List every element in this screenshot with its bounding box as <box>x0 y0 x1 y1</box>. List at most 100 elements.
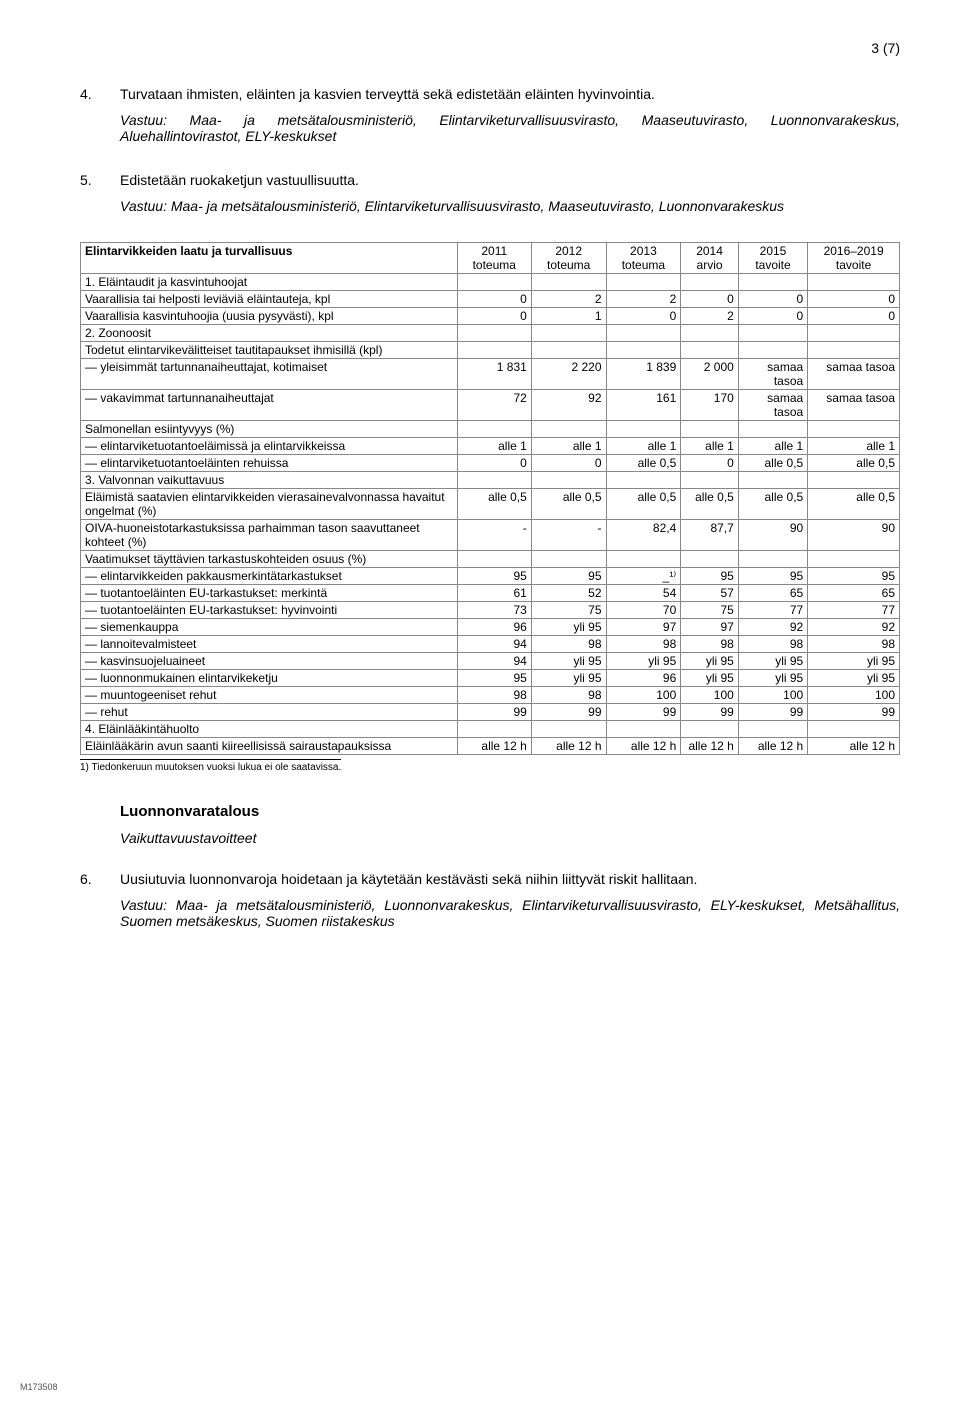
cell <box>457 721 531 738</box>
cell <box>606 325 681 342</box>
row-label: — muuntogeeniset rehut <box>81 687 458 704</box>
cell <box>808 274 900 291</box>
row-label: Vaarallisia kasvintuhoojia (uusia pysyvä… <box>81 308 458 325</box>
item-4-vastuu: Vastuu: Maa- ja metsätalousministeriö, E… <box>120 112 900 144</box>
cell: yli 95 <box>738 670 807 687</box>
cell: 77 <box>808 602 900 619</box>
cell: 100 <box>738 687 807 704</box>
cell <box>738 472 807 489</box>
cell: 98 <box>457 687 531 704</box>
cell: - <box>457 520 531 551</box>
cell: alle 12 h <box>808 738 900 755</box>
item-5-number: 5. <box>80 172 120 224</box>
cell: 0 <box>681 455 739 472</box>
cell: 65 <box>738 585 807 602</box>
cell: 98 <box>531 636 606 653</box>
row-label: 4. Eläinlääkintähuolto <box>81 721 458 738</box>
cell <box>606 342 681 359</box>
row-label: Vaarallisia tai helposti leviäviä eläint… <box>81 291 458 308</box>
cell: 0 <box>457 455 531 472</box>
cell: alle 0,5 <box>531 489 606 520</box>
col-2011: 2011 toteuma <box>457 243 531 274</box>
row-label: 2. Zoonoosit <box>81 325 458 342</box>
row-label: Eläinlääkärin avun saanti kiireellisissä… <box>81 738 458 755</box>
cell: 61 <box>457 585 531 602</box>
item-5: 5. Edistetään ruokaketjun vastuullisuutt… <box>80 172 900 224</box>
cell: 65 <box>808 585 900 602</box>
cell <box>457 325 531 342</box>
table-row: — elintarviketuotantoeläimissä ja elinta… <box>81 438 900 455</box>
table-row: — lannoitevalmisteet949898989898 <box>81 636 900 653</box>
cell: 1 831 <box>457 359 531 390</box>
row-label: — siemenkauppa <box>81 619 458 636</box>
cell <box>606 274 681 291</box>
cell: 100 <box>606 687 681 704</box>
cell <box>531 472 606 489</box>
cell: alle 0,5 <box>606 455 681 472</box>
cell: 97 <box>606 619 681 636</box>
table-row: — kasvinsuojeluaineet94yli 95yli 95yli 9… <box>81 653 900 670</box>
table-row: — luonnonmukainen elintarvikeketju95yli … <box>81 670 900 687</box>
row-label: — lannoitevalmisteet <box>81 636 458 653</box>
cell: 90 <box>808 520 900 551</box>
item-4-text: Turvataan ihmisten, eläinten ja kasvien … <box>120 86 655 102</box>
cell: samaa tasoa <box>738 359 807 390</box>
cell: alle 12 h <box>738 738 807 755</box>
table-row: — elintarviketuotantoeläinten rehuissa00… <box>81 455 900 472</box>
table-row: 2. Zoonoosit <box>81 325 900 342</box>
cell: 2 000 <box>681 359 739 390</box>
cell: 0 <box>457 308 531 325</box>
vastuu-body: Maa- ja metsätalousministeriö, Elintarvi… <box>171 198 784 214</box>
cell: 0 <box>681 291 739 308</box>
row-label: — elintarviketuotantoeläinten rehuissa <box>81 455 458 472</box>
cell: 72 <box>457 390 531 421</box>
row-label: — elintarviketuotantoeläimissä ja elinta… <box>81 438 458 455</box>
table-row: — muuntogeeniset rehut9898100100100100 <box>81 687 900 704</box>
row-label: — tuotantoeläinten EU-tarkastukset: merk… <box>81 585 458 602</box>
cell: 0 <box>457 291 531 308</box>
cell: samaa tasoa <box>808 359 900 390</box>
cell: 96 <box>457 619 531 636</box>
cell: 0 <box>606 308 681 325</box>
cell: yli 95 <box>531 653 606 670</box>
cell: 161 <box>606 390 681 421</box>
cell: yli 95 <box>531 619 606 636</box>
cell: alle 0,5 <box>457 489 531 520</box>
cell <box>738 342 807 359</box>
cell: alle 1 <box>531 438 606 455</box>
cell <box>531 721 606 738</box>
table-row: — elintarvikkeiden pakkausmerkintätarkas… <box>81 568 900 585</box>
cell: alle 0,5 <box>606 489 681 520</box>
cell <box>808 551 900 568</box>
cell: 95 <box>738 568 807 585</box>
cell: 98 <box>606 636 681 653</box>
item-5-text: Edistetään ruokaketjun vastuullisuutta. <box>120 172 359 188</box>
cell: alle 12 h <box>606 738 681 755</box>
cell: 75 <box>681 602 739 619</box>
cell: 90 <box>738 520 807 551</box>
cell: 82,4 <box>606 520 681 551</box>
row-label: OIVA-huoneistotarkastuksissa parhaimman … <box>81 520 458 551</box>
vastuu-body: Maa- ja metsätalousministeriö, Elintarvi… <box>120 112 900 144</box>
cell <box>457 551 531 568</box>
cell: 99 <box>606 704 681 721</box>
vastuu-body: Maa- ja metsätalousministeriö, Luonnonva… <box>120 897 900 929</box>
row-label: — rehut <box>81 704 458 721</box>
cell: 98 <box>681 636 739 653</box>
cell <box>606 721 681 738</box>
table-row: — tuotantoeläinten EU-tarkastukset: hyvi… <box>81 602 900 619</box>
cell <box>531 274 606 291</box>
table-row: — tuotantoeläinten EU-tarkastukset: merk… <box>81 585 900 602</box>
table-row: Vaarallisia tai helposti leviäviä eläint… <box>81 291 900 308</box>
cell: alle 0,5 <box>808 489 900 520</box>
cell: 73 <box>457 602 531 619</box>
cell: samaa tasoa <box>738 390 807 421</box>
table-row: Todetut elintarvikevälitteiset tautitapa… <box>81 342 900 359</box>
cell <box>738 551 807 568</box>
table-row: 1. Eläintaudit ja kasvintuhoojat <box>81 274 900 291</box>
data-table: Elintarvikkeiden laatu ja turvallisuus 2… <box>80 242 900 755</box>
cell: alle 12 h <box>681 738 739 755</box>
col-2012: 2012 toteuma <box>531 243 606 274</box>
table-row: 4. Eläinlääkintähuolto <box>81 721 900 738</box>
row-label: — tuotantoeläinten EU-tarkastukset: hyvi… <box>81 602 458 619</box>
